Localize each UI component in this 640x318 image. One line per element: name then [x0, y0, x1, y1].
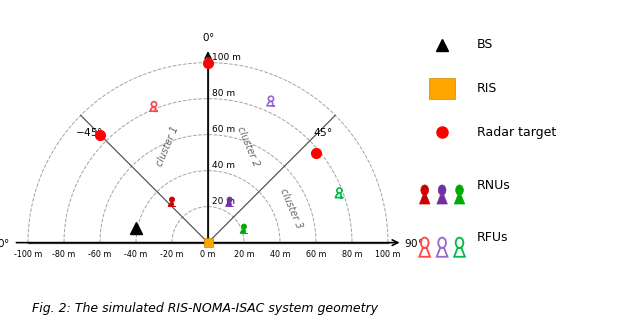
Text: cluster 1: cluster 1 — [155, 125, 181, 168]
Bar — [204, 238, 212, 247]
Text: RNUs: RNUs — [477, 179, 511, 191]
Circle shape — [241, 224, 246, 229]
Text: $-45°$: $-45°$ — [75, 126, 103, 138]
Bar — [429, 78, 455, 99]
Circle shape — [421, 185, 429, 195]
Circle shape — [456, 185, 463, 195]
Circle shape — [227, 197, 232, 202]
Polygon shape — [168, 202, 176, 207]
Text: -80 m: -80 m — [52, 250, 76, 259]
Text: $90°$: $90°$ — [404, 237, 424, 249]
Text: cluster 3: cluster 3 — [278, 187, 304, 230]
Circle shape — [170, 197, 175, 202]
Text: 80 m: 80 m — [342, 250, 362, 259]
Circle shape — [438, 185, 446, 195]
Polygon shape — [436, 195, 447, 204]
Text: 100 m: 100 m — [212, 53, 241, 62]
Text: 0 m: 0 m — [200, 250, 216, 259]
Text: 20 m: 20 m — [212, 197, 235, 206]
Text: 40 m: 40 m — [269, 250, 291, 259]
Polygon shape — [226, 202, 234, 207]
Text: 20 m: 20 m — [234, 250, 254, 259]
Text: $0°$: $0°$ — [202, 31, 214, 43]
Polygon shape — [240, 229, 248, 234]
Text: cluster 2: cluster 2 — [235, 125, 261, 168]
Polygon shape — [454, 195, 465, 204]
Text: $45°$: $45°$ — [313, 126, 332, 138]
Text: 80 m: 80 m — [212, 89, 235, 98]
Text: RIS: RIS — [477, 82, 497, 95]
Text: RFUs: RFUs — [477, 231, 508, 244]
Text: Radar target: Radar target — [477, 126, 556, 139]
Text: Fig. 2: The simulated RIS-NOMA-ISAC system geometry: Fig. 2: The simulated RIS-NOMA-ISAC syst… — [32, 302, 378, 315]
Text: 100 m: 100 m — [375, 250, 401, 259]
Text: 40 m: 40 m — [212, 161, 235, 170]
Text: -40 m: -40 m — [124, 250, 148, 259]
Text: -60 m: -60 m — [88, 250, 112, 259]
Text: 60 m: 60 m — [212, 125, 235, 134]
Text: 60 m: 60 m — [306, 250, 326, 259]
Text: BS: BS — [477, 38, 493, 51]
Polygon shape — [419, 195, 430, 204]
Text: -100 m: -100 m — [14, 250, 42, 259]
Text: $-90°$: $-90°$ — [0, 237, 10, 249]
Text: -20 m: -20 m — [160, 250, 184, 259]
